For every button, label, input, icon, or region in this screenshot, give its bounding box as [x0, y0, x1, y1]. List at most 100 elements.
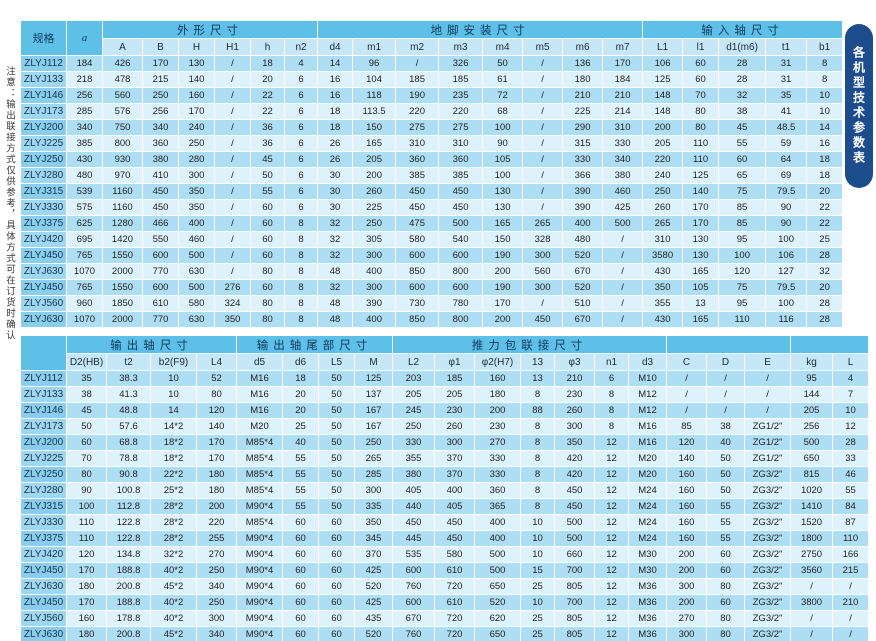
- value-cell: 1020: [790, 482, 834, 499]
- value-cell: 210: [832, 594, 870, 611]
- value-cell: ZG3/2": [744, 466, 792, 483]
- value-cell: M12: [627, 386, 668, 403]
- value-cell: 450: [142, 183, 179, 200]
- column-header: φ1: [434, 353, 475, 371]
- value-cell: 280: [178, 151, 215, 168]
- value-cell: 170: [178, 103, 215, 120]
- value-cell: 310: [438, 135, 484, 152]
- value-cell: 270: [196, 546, 237, 563]
- value-cell: 760: [392, 578, 435, 595]
- value-cell: 190: [482, 247, 524, 264]
- model-cell: ZLYJ280: [20, 482, 67, 499]
- value-cell: 720: [434, 578, 475, 595]
- value-cell: 13: [682, 295, 720, 312]
- value-cell: M24: [627, 530, 668, 547]
- column-header: t1: [765, 38, 808, 56]
- value-cell: 180: [196, 466, 237, 483]
- value-cell: 650: [474, 578, 521, 595]
- value-cell: 800: [102, 135, 143, 152]
- value-cell: 48: [317, 263, 354, 280]
- value-cell: 12: [594, 434, 629, 451]
- value-cell: 300: [554, 418, 595, 435]
- value-cell: 970: [102, 167, 143, 184]
- value-cell: 426: [102, 55, 143, 72]
- column-header: 13: [520, 353, 555, 371]
- value-cell: 576: [102, 103, 143, 120]
- value-cell: 480: [562, 231, 604, 248]
- value-cell: 610: [434, 594, 475, 611]
- value-cell: 500: [178, 279, 215, 296]
- value-cell: 167: [354, 402, 393, 419]
- value-cell: /: [706, 386, 746, 403]
- value-cell: 60: [318, 546, 355, 563]
- value-cell: 218: [66, 71, 103, 88]
- value-cell: 700: [554, 562, 595, 579]
- value-cell: 160: [66, 610, 107, 627]
- value-cell: 57.6: [106, 418, 151, 435]
- model-cell: ZLYJ280: [20, 167, 67, 184]
- value-cell: 60: [318, 514, 355, 531]
- value-cell: 695: [66, 231, 103, 248]
- value-cell: 60: [318, 530, 355, 547]
- value-cell: /: [602, 295, 644, 312]
- value-cell: 60: [250, 231, 285, 248]
- value-cell: 200: [666, 562, 708, 579]
- value-cell: 120: [66, 546, 107, 563]
- value-cell: 450: [522, 311, 564, 328]
- column-header: m2: [395, 38, 440, 56]
- value-cell: M85*4: [236, 450, 283, 467]
- value-cell: /: [790, 578, 834, 595]
- value-cell: 28: [832, 434, 870, 451]
- value-cell: M30: [627, 562, 668, 579]
- group-header: [666, 335, 792, 354]
- value-cell: 50: [318, 418, 355, 435]
- value-cell: 290: [562, 119, 604, 136]
- value-cell: 12: [594, 466, 629, 483]
- value-cell: 650: [474, 626, 521, 641]
- value-cell: 720: [434, 610, 475, 627]
- model-cell: ZLYJ330: [20, 199, 67, 216]
- value-cell: M90*4: [236, 626, 283, 641]
- value-cell: 6: [283, 199, 319, 216]
- value-cell: 6: [283, 167, 319, 184]
- value-cell: 8: [520, 434, 555, 451]
- value-cell: 600: [142, 247, 179, 264]
- value-cell: 170: [196, 450, 237, 467]
- value-cell: 80: [706, 610, 746, 627]
- value-cell: 134.8: [106, 546, 151, 563]
- value-cell: 520: [562, 279, 604, 296]
- value-cell: 765: [66, 279, 103, 296]
- column-header: d3: [627, 353, 668, 371]
- value-cell: 125: [354, 370, 393, 387]
- value-cell: 20: [282, 402, 319, 419]
- value-cell: M90*4: [236, 594, 283, 611]
- value-cell: 240: [642, 167, 684, 184]
- table-row: ZLYJ630 1070 2000 770 630/80 8 48 400 850 800 200 5…: [20, 263, 844, 280]
- value-cell: 18: [250, 55, 285, 72]
- value-cell: 75: [718, 279, 767, 296]
- column-header: m1: [352, 38, 397, 56]
- value-cell: /: [744, 402, 792, 419]
- column-header: C: [666, 353, 708, 371]
- value-cell: /: [832, 578, 870, 595]
- value-cell: 8: [520, 418, 555, 435]
- value-cell: M24: [627, 482, 668, 499]
- value-cell: 360: [142, 135, 179, 152]
- value-cell: 324: [214, 295, 251, 312]
- value-cell: 600: [392, 562, 435, 579]
- value-cell: 260: [554, 402, 595, 419]
- value-cell: 38.3: [106, 370, 151, 387]
- value-cell: 355: [642, 295, 684, 312]
- value-cell: 14*2: [150, 418, 197, 435]
- value-cell: 215: [142, 71, 179, 88]
- column-header: B: [142, 38, 179, 56]
- value-cell: 340: [196, 578, 237, 595]
- value-cell: 60: [282, 610, 319, 627]
- model-cell: ZLYJ112: [20, 55, 67, 72]
- value-cell: 120: [196, 402, 237, 419]
- value-cell: 205: [352, 151, 397, 168]
- value-cell: 330: [474, 466, 521, 483]
- table-row: ZLYJ315 539 1160 450 350/55 6 30 260 450 450 130/3…: [20, 183, 844, 200]
- value-cell: 1160: [102, 183, 143, 200]
